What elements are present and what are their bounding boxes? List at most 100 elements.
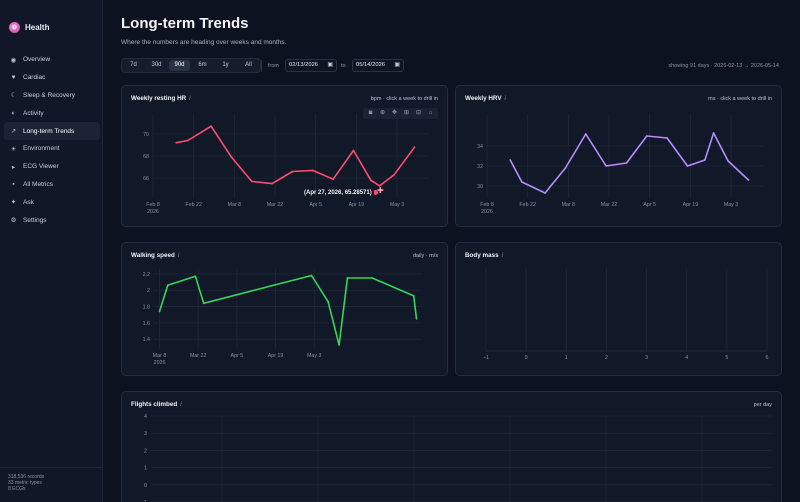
sidebar-item-activity[interactable]: ◐ Activity bbox=[4, 104, 100, 122]
y-tick-label: 1.6 bbox=[143, 321, 150, 327]
from-label: from bbox=[268, 63, 279, 69]
data-point bbox=[393, 173, 396, 176]
page-title: Long-term Trends bbox=[121, 15, 249, 32]
range-1y[interactable]: 1y bbox=[222, 62, 229, 68]
x-tick-label: Mar 22 bbox=[601, 202, 618, 208]
calendar-icon[interactable]: ▣ bbox=[327, 62, 333, 68]
range-30d[interactable]: 30d bbox=[151, 62, 162, 68]
nav-icon: ⚙ bbox=[10, 217, 17, 225]
data-point bbox=[194, 275, 197, 278]
chart-resting-hr[interactable]: 66 68 70 Feb 8 2026 Feb 22 Mar 8 Mar 22 Apr 5 Apr… bbox=[122, 86, 449, 228]
sidebar-item-environment[interactable]: ☀ Environment bbox=[4, 140, 100, 158]
data-point bbox=[332, 178, 335, 181]
data-point bbox=[666, 137, 669, 139]
info-icon[interactable]: i bbox=[180, 401, 182, 408]
card-title-text: Flights climbed bbox=[131, 401, 178, 408]
sidebar-item-label: Environment bbox=[23, 145, 60, 153]
x-tick-label: Apr 5 bbox=[231, 353, 244, 359]
sidebar-nav: ◉ Overview ♥ Cardiac ☾ Sleep & Recovery ◐ Activ… bbox=[4, 51, 100, 229]
data-point bbox=[186, 139, 189, 142]
from-date-input[interactable]: 02/13/2026 ▣ bbox=[285, 59, 337, 72]
chart-walking-speed[interactable]: 1.4 1.6 1.8 2 2.2 Mar 8 2026 Mar 22 Apr 5 Apr 19 M… bbox=[122, 243, 449, 377]
nav-icon: ▪ bbox=[12, 180, 15, 188]
reset-axes-icon[interactable]: ⌂ bbox=[428, 110, 433, 116]
sidebar-item-label: Settings bbox=[23, 216, 47, 224]
card-body-mass: Body mass i −1 0 1 2 3 4 5 6 bbox=[455, 242, 782, 376]
info-icon[interactable]: i bbox=[501, 252, 504, 259]
cursor-icon: ✚ bbox=[377, 186, 384, 195]
data-point bbox=[544, 192, 547, 194]
info-icon[interactable]: i bbox=[189, 95, 191, 102]
data-point bbox=[175, 141, 178, 144]
card-walking-speed: Walking speed i daily · m/s 1.4 1.6 1.8 2 2.2… bbox=[121, 242, 448, 376]
data-point bbox=[605, 165, 608, 167]
range-selector: 7d 30d 90d 6m 1y All bbox=[121, 58, 261, 73]
divider bbox=[261, 60, 262, 72]
data-point bbox=[584, 133, 587, 135]
data-point bbox=[210, 125, 213, 128]
nav-icon: ◐ bbox=[11, 109, 16, 117]
to-date-input[interactable]: 05/14/2026 ▣ bbox=[352, 59, 404, 72]
x-tick-label: Mar 8 2026 bbox=[153, 353, 167, 366]
card-title: Walking speed i bbox=[131, 252, 179, 259]
sidebar-item-all-metrics[interactable]: ▪ All Metrics bbox=[4, 176, 100, 194]
sidebar-item-sleep-recovery[interactable]: ☾ Sleep & Recovery bbox=[4, 87, 100, 105]
y-tick-label: 34 bbox=[477, 144, 483, 150]
range-7d[interactable]: 7d bbox=[130, 62, 137, 68]
sidebar-item-label: All Metrics bbox=[23, 180, 53, 188]
sidebar-item-overview[interactable]: ◉ Overview bbox=[4, 51, 100, 69]
y-tick-label: −1 bbox=[141, 500, 147, 502]
sidebar-item-label: Long-term Trends bbox=[23, 127, 75, 135]
chart-tooltip: (Apr 27, 2026, 65.28571) bbox=[302, 189, 374, 197]
x-tick-label: 1 bbox=[565, 355, 568, 361]
sidebar-item-cardiac[interactable]: ♥ Cardiac bbox=[4, 69, 100, 87]
card-resting-hr: Weekly resting HR i bpm · click a week to… bbox=[121, 85, 448, 227]
series-line bbox=[509, 132, 750, 194]
sidebar-item-settings[interactable]: ⚙ Settings bbox=[4, 211, 100, 229]
calendar-icon[interactable]: ▣ bbox=[394, 62, 400, 68]
card-title-text: Weekly HRV bbox=[465, 95, 502, 102]
x-tick-label: 3 bbox=[645, 355, 648, 361]
zoom-in-icon[interactable]: ⊞ bbox=[403, 110, 410, 116]
pan-icon[interactable]: ✥ bbox=[391, 110, 398, 116]
x-tick-label: 6 bbox=[766, 355, 769, 361]
nav-icon: ◉ bbox=[10, 56, 17, 64]
data-point bbox=[509, 159, 512, 161]
nav-icon: ♥ bbox=[11, 74, 16, 82]
data-point bbox=[346, 277, 349, 279]
nav-icon: ☀ bbox=[10, 145, 17, 153]
data-point bbox=[291, 170, 294, 173]
chart-hrv[interactable]: 30 32 34 Feb 8 2026 Feb 22 Mar 8 Mar 22 Apr 5 Apr… bbox=[456, 86, 783, 228]
from-date-value: 02/13/2026 bbox=[289, 62, 319, 68]
brand[interactable]: ✿ Health bbox=[9, 22, 49, 33]
to-date-value: 05/14/2026 bbox=[356, 62, 386, 68]
showing-range: showing 91 days · 2026-02-13 → 2026-05-1… bbox=[668, 63, 779, 69]
range-90d[interactable]: 90d bbox=[169, 60, 190, 71]
to-label: to bbox=[341, 63, 346, 69]
info-icon[interactable]: i bbox=[177, 252, 180, 259]
data-point bbox=[338, 344, 341, 346]
camera-icon[interactable]: ◙ bbox=[368, 110, 373, 116]
zoom-out-icon[interactable]: ⊟ bbox=[415, 110, 422, 116]
x-tick-label: Mar 22 bbox=[267, 202, 284, 208]
range-6m[interactable]: 6m bbox=[198, 62, 207, 68]
y-tick-label: 2 bbox=[144, 448, 147, 454]
sidebar-item-ecg-viewer[interactable]: ▸ ECG Viewer bbox=[4, 158, 100, 176]
zoom-icon[interactable]: ⊕ bbox=[379, 110, 386, 116]
info-icon[interactable]: i bbox=[504, 95, 506, 102]
y-tick-label: 3 bbox=[144, 431, 147, 437]
y-tick-label: 4 bbox=[144, 414, 147, 420]
card-title-text: Body mass bbox=[465, 252, 499, 259]
range-all[interactable]: All bbox=[245, 62, 252, 68]
card-title: Weekly resting HR i bbox=[131, 95, 191, 102]
chart-body-mass[interactable]: −1 0 1 2 3 4 5 6 bbox=[456, 243, 783, 377]
flower-icon: ✿ bbox=[9, 22, 20, 33]
series-line bbox=[176, 125, 416, 187]
y-tick-label: 32 bbox=[477, 164, 483, 170]
records-count: 318,536 records bbox=[8, 474, 45, 480]
sidebar-item-ask[interactable]: ✦ Ask bbox=[4, 193, 100, 211]
sidebar-item-long-term-trends[interactable]: ↗ Long-term Trends bbox=[4, 122, 100, 140]
data-point bbox=[412, 295, 415, 297]
x-tick-label: Feb 22 bbox=[185, 202, 202, 208]
chart-flights-climbed[interactable]: 4 3 2 1 0 −1 bbox=[122, 392, 783, 502]
